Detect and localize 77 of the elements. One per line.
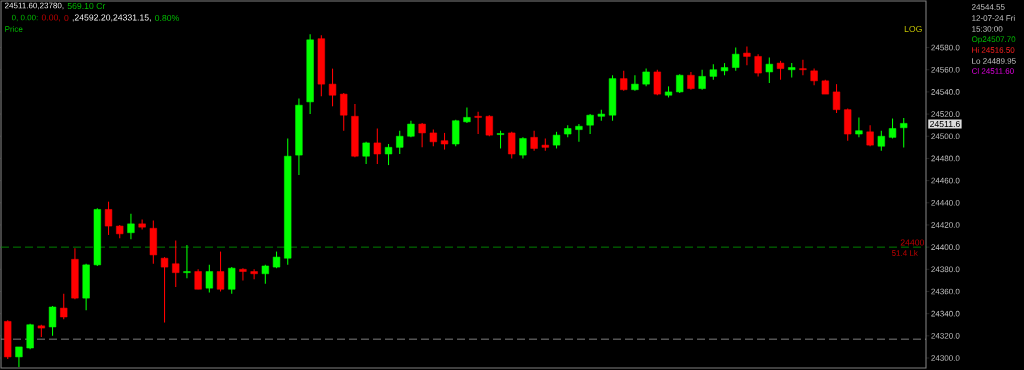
annotation: 0.80% — [155, 14, 179, 22]
y-tick-label: 24300.0 — [931, 355, 960, 361]
candlestick — [620, 70, 628, 92]
annotation: 24511.60,23780, — [5, 2, 64, 10]
candlestick — [474, 111, 482, 135]
annotation: 0, 0.00: — [11, 14, 38, 22]
candlestick — [340, 92, 348, 132]
candlestick — [328, 68, 337, 107]
candlestick — [160, 256, 169, 324]
y-tick-label: 24500.0 — [931, 133, 960, 140]
candlestick — [463, 106, 471, 124]
candlestick — [48, 305, 57, 337]
text: Hi 24516.50 — [972, 47, 1015, 53]
candlestick — [138, 218, 146, 230]
candlestick — [373, 127, 381, 165]
candlestick — [15, 346, 23, 368]
candlestick — [855, 116, 863, 138]
candlestick — [799, 59, 807, 76]
candlestick — [183, 244, 191, 279]
candlestick — [508, 131, 516, 159]
candlestick — [194, 268, 202, 290]
y-tick-label: 24400.0 — [931, 244, 960, 250]
candlestick — [653, 69, 661, 96]
candlestick — [239, 267, 247, 281]
y-tick-label: 24420.0 — [931, 222, 960, 228]
annotation: ,24592.20,24331.15, — [72, 14, 151, 22]
candlestick — [519, 136, 527, 159]
candlestick — [765, 57, 773, 84]
annotation: LOG — [904, 25, 922, 33]
candlestick — [384, 143, 393, 166]
annotation: 51.4 Lk — [891, 250, 918, 256]
candlestick — [172, 239, 180, 288]
candlestick — [452, 119, 460, 147]
text: Lo 24489.95 — [972, 58, 1016, 64]
candlestick — [216, 251, 225, 293]
candlestick — [205, 264, 213, 294]
candlestick — [250, 268, 258, 280]
y-tick-label: 24320.0 — [931, 333, 960, 339]
y-tick-label: 24580.0 — [931, 44, 960, 51]
candlestick — [698, 69, 706, 91]
candlestick — [104, 201, 113, 236]
y-tick-label: 24480.0 — [931, 155, 960, 162]
text: 15:30:00 — [972, 26, 1003, 32]
y-tick-label: 24340.0 — [931, 310, 960, 317]
y-tick-label: 24360.0 — [931, 288, 960, 295]
y-tick-label: 24520.0 — [931, 111, 960, 117]
y-tick-label: 24560.0 — [931, 66, 960, 73]
candlestick — [743, 45, 751, 66]
y-tick-label: 24460.0 — [931, 177, 960, 184]
ref-line-label: 24400 — [900, 239, 925, 246]
candlestick — [396, 130, 404, 155]
text: 24511.6 — [930, 120, 960, 128]
text: Cl 24511.60 — [972, 68, 1014, 74]
candlestick — [586, 113, 594, 135]
candlestick — [575, 123, 583, 143]
candlestick — [60, 293, 68, 320]
text: Op24507.70 — [971, 36, 1016, 44]
annotation: 569.10 Cr — [67, 2, 106, 10]
candlestick — [732, 47, 740, 72]
candlestick — [631, 74, 639, 92]
text: 12-07-24 Fri — [972, 15, 1015, 21]
candlestick — [127, 213, 135, 240]
candlestick — [228, 266, 236, 295]
candlestick — [776, 60, 785, 81]
y-tick-label: 24540.0 — [931, 89, 960, 95]
annotation: 0 — [64, 14, 69, 22]
candlestick — [900, 117, 908, 148]
candlestick — [754, 53, 762, 77]
candlestick — [832, 83, 841, 114]
annotation: Price — [5, 26, 23, 32]
y-tick-label: 24380.0 — [931, 266, 960, 273]
candlestick — [877, 130, 885, 152]
annotation: 0.00, — [41, 14, 60, 22]
text: 24544.55 — [972, 4, 1005, 10]
y-tick-label: 24440.0 — [931, 199, 960, 206]
candlestick — [530, 130, 538, 152]
candlestick — [418, 122, 426, 148]
